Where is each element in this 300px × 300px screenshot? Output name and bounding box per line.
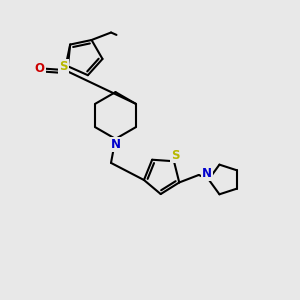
Text: S: S [171, 149, 180, 162]
Text: N: N [202, 167, 212, 180]
Text: N: N [110, 138, 121, 151]
Text: O: O [34, 62, 45, 75]
Text: S: S [59, 60, 68, 73]
